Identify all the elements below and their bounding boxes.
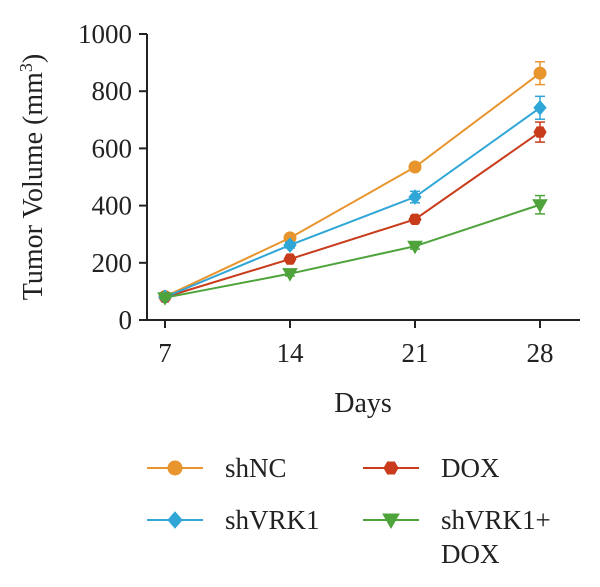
data-point-triangle (532, 199, 548, 213)
series-layer (157, 60, 548, 306)
series-0 (158, 60, 547, 304)
y-tick-label: 200 (92, 248, 133, 278)
data-point-diamond (167, 511, 183, 529)
legend-item: shVRK1 (147, 505, 320, 535)
y-tick-label: 600 (92, 133, 133, 163)
y-axis-title-close: ) (18, 54, 49, 63)
legend-label-line: shVRK1 (225, 505, 320, 535)
legend-label-line: DOX (441, 453, 500, 483)
legend-item: shVRK1+ DOX (363, 505, 551, 569)
legend-label: shVRK1+ DOX (441, 505, 551, 569)
data-point-triangle (282, 268, 298, 282)
data-point-triangle (157, 292, 173, 306)
x-tick-label: 21 (402, 338, 429, 368)
data-point-hexagon (383, 461, 399, 475)
legend-label-line: DOX (441, 539, 500, 569)
y-axis-title-main: Tumor Volume (mm (18, 72, 49, 300)
y-tick-label: 0 (119, 305, 133, 335)
series-line (164, 106, 541, 299)
y-tick-label: 1000 (78, 19, 132, 49)
data-point-hexagon (283, 253, 297, 265)
data-point-triangle (407, 240, 423, 255)
legend-item: shNC (147, 453, 287, 483)
data-point-circle (408, 160, 422, 174)
data-point-diamond (408, 189, 422, 205)
series-line (164, 72, 541, 298)
x-tick-label: 7 (158, 338, 172, 368)
legend-label: shVRK1 (225, 505, 320, 535)
series-line (164, 203, 541, 299)
x-axis-title: Days (334, 388, 392, 419)
x-tick-label: 28 (527, 338, 554, 368)
legend-label-line: shVRK1+ (441, 505, 551, 535)
legend-label: shNC (225, 453, 287, 483)
series-1 (158, 121, 547, 303)
legend-label-line: shNC (225, 453, 287, 483)
x-ticks: 7 14 21 28 (158, 320, 554, 368)
series-3 (157, 194, 548, 306)
legend: shNC DOX shVRK1 shVRK1+ DOX (147, 453, 551, 569)
y-tick-label: 400 (92, 191, 133, 221)
series-line (164, 131, 541, 299)
x-tick-label: 14 (277, 338, 305, 368)
data-point-hexagon (408, 213, 422, 226)
data-point-triangle (382, 513, 400, 530)
data-point-circle (533, 66, 547, 80)
y-ticks: 0 200 400 600 800 1000 (78, 19, 147, 335)
data-point-circle (167, 460, 183, 476)
y-axis-title-sup: 3 (16, 63, 36, 72)
axes: 0 200 400 600 800 1000 7 14 21 28 (78, 19, 580, 368)
legend-label: DOX (441, 453, 500, 483)
y-tick-label: 800 (92, 76, 133, 106)
y-axis-title: Tumor Volume (mm3) (16, 54, 49, 301)
data-point-diamond (283, 237, 297, 253)
legend-item: DOX (363, 453, 500, 483)
data-point-diamond (533, 100, 547, 116)
data-point-hexagon (533, 126, 547, 138)
